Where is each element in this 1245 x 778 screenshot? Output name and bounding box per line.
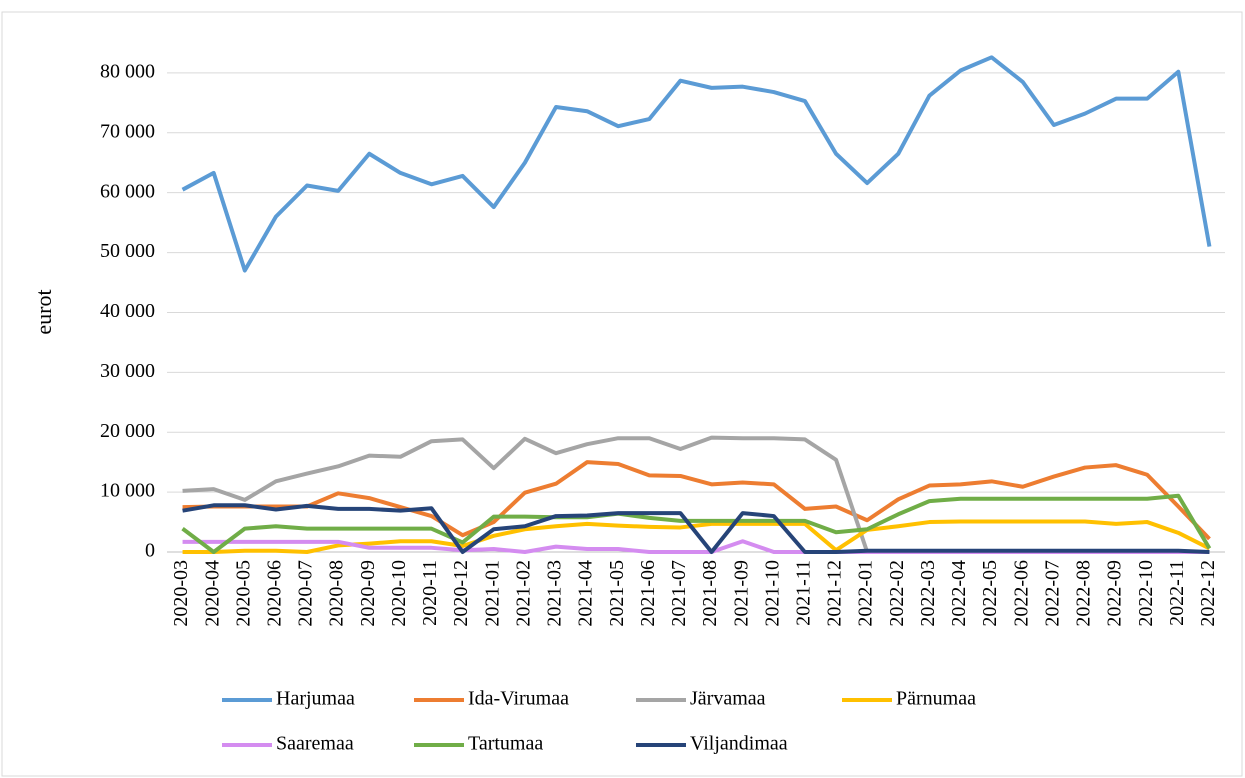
x-tick-label: 2022-01 bbox=[855, 560, 877, 627]
y-tick-label: 60 000 bbox=[100, 180, 155, 202]
x-tick-label: 2021-11 bbox=[793, 560, 815, 626]
x-tick-label: 2020-06 bbox=[264, 560, 286, 627]
x-tick-label: 2022-05 bbox=[979, 560, 1001, 627]
x-tick-label: 2020-04 bbox=[201, 560, 223, 627]
x-tick-label: 2021-03 bbox=[544, 560, 566, 627]
legend-label: Ida-Virumaa bbox=[468, 688, 569, 710]
x-tick-label: 2021-02 bbox=[512, 560, 534, 627]
legend-label: Harjumaa bbox=[276, 688, 355, 710]
x-tick-label: 2020-03 bbox=[170, 560, 192, 627]
x-tick-label: 2021-01 bbox=[481, 560, 503, 627]
x-tick-label: 2022-10 bbox=[1135, 560, 1157, 627]
chart-border bbox=[1, 11, 1243, 777]
x-tick-label: 2022-11 bbox=[1166, 560, 1188, 626]
x-tick-label: 2022-07 bbox=[1041, 560, 1063, 627]
y-tick-label: 30 000 bbox=[100, 360, 155, 382]
y-tick-label: 80 000 bbox=[100, 61, 155, 83]
x-tick-label: 2021-07 bbox=[668, 560, 690, 627]
y-axis-label: eurot bbox=[31, 289, 56, 334]
y-tick-label: 0 bbox=[145, 540, 155, 562]
series-line bbox=[182, 503, 1210, 554]
x-tick-label: 2021-05 bbox=[606, 560, 628, 627]
x-tick-label: 2022-09 bbox=[1104, 560, 1126, 627]
x-tick-label: 2020-05 bbox=[232, 560, 254, 627]
legend-label: Saaremaa bbox=[276, 733, 354, 755]
x-tick-label: 2021-09 bbox=[730, 560, 752, 627]
x-tick-label: 2022-04 bbox=[948, 560, 970, 627]
y-tick-label: 70 000 bbox=[100, 120, 155, 142]
x-tick-label: 2021-12 bbox=[824, 560, 846, 627]
legend-label: Pärnumaa bbox=[896, 688, 976, 710]
series-line bbox=[181, 493, 1212, 554]
y-tick-label: 40 000 bbox=[100, 300, 155, 322]
x-tick-label: 2020-07 bbox=[295, 560, 317, 627]
x-tick-label: 2022-03 bbox=[917, 560, 939, 627]
x-tick-label: 2020-09 bbox=[357, 560, 379, 627]
y-tick-label: 20 000 bbox=[100, 420, 155, 442]
x-tick-label: 2022-08 bbox=[1073, 560, 1095, 627]
x-tick-label: 2020-11 bbox=[419, 560, 441, 626]
x-tick-label: 2022-02 bbox=[886, 560, 908, 627]
x-tick-label: 2020-12 bbox=[450, 560, 472, 627]
legend-label: Järvamaa bbox=[690, 688, 766, 710]
legend-label: Viljandimaa bbox=[690, 733, 788, 755]
x-tick-label: 2020-10 bbox=[388, 560, 410, 627]
legend-label: Tartumaa bbox=[468, 733, 543, 755]
x-tick-label: 2020-08 bbox=[326, 560, 348, 627]
x-tick-label: 2022-06 bbox=[1010, 560, 1032, 627]
y-tick-label: 10 000 bbox=[100, 480, 155, 502]
y-tick-label: 50 000 bbox=[100, 240, 155, 262]
x-tick-label: 2022-12 bbox=[1197, 560, 1219, 627]
x-tick-label: 2021-08 bbox=[699, 560, 721, 627]
series-line bbox=[181, 55, 1212, 273]
series-line bbox=[182, 460, 1211, 541]
x-tick-label: 2021-10 bbox=[761, 560, 783, 627]
x-tick-label: 2021-04 bbox=[575, 560, 597, 627]
x-tick-label: 2021-06 bbox=[637, 560, 659, 627]
